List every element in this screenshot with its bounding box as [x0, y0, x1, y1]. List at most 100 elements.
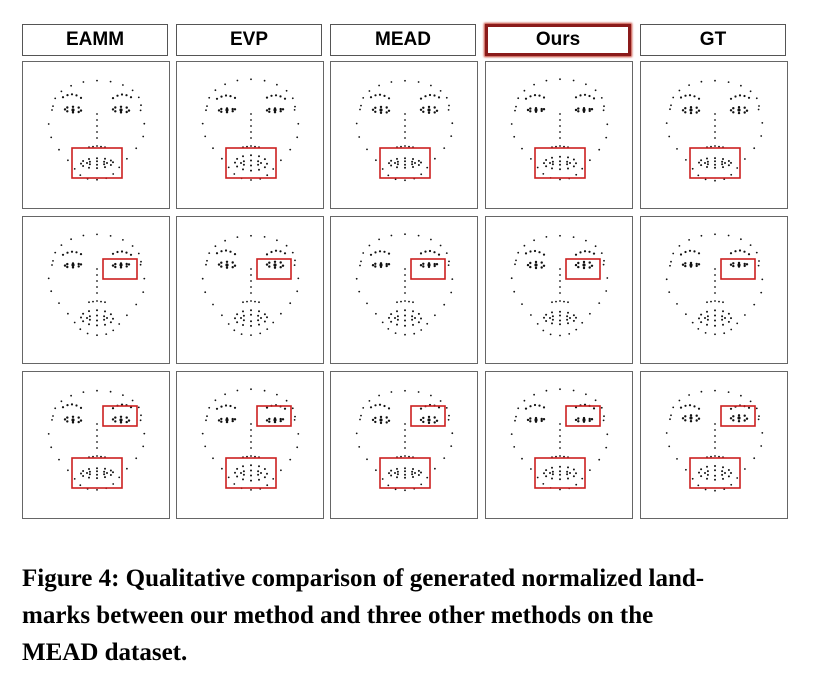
nose-landmark: [710, 300, 712, 303]
forehead-landmark: [378, 394, 380, 397]
eye-landmark: [577, 261, 580, 265]
jaw-landmark: [51, 419, 53, 421]
jaw-landmark: [135, 303, 138, 306]
mouth-landmark: [417, 159, 420, 162]
eyebrow-landmark: [66, 251, 69, 254]
jaw-landmark: [450, 445, 453, 447]
jaw-landmark: [135, 457, 138, 460]
jaw-landmark: [434, 314, 436, 317]
mouth-landmark: [263, 468, 266, 470]
mouth-landmark: [700, 475, 703, 478]
eye-landmark: [268, 417, 271, 421]
forehead-landmark: [109, 390, 112, 393]
forehead-landmark: [559, 388, 561, 391]
nose-landmark: [404, 131, 406, 133]
mouth-landmark: [727, 164, 730, 167]
eye-landmark: [379, 111, 383, 114]
jaw-landmark: [736, 322, 739, 325]
forehead-landmark: [439, 90, 442, 92]
eye-landmark: [577, 107, 580, 110]
eye-landmark: [220, 265, 223, 268]
forehead-landmark: [122, 239, 124, 241]
jaw-landmark: [293, 419, 296, 421]
forehead-landmark: [749, 90, 752, 93]
nose-landmark: [710, 145, 712, 148]
eye-landmark: [689, 420, 693, 423]
mouth-landmark: [242, 155, 244, 158]
mouth-landmark: [411, 318, 414, 321]
eye-landmark: [119, 421, 123, 424]
mouth-landmark: [721, 315, 724, 318]
eye-landmark: [79, 419, 83, 422]
nose-landmark: [96, 300, 98, 302]
mouth-landmark: [109, 164, 112, 166]
jaw-landmark: [676, 303, 678, 305]
jaw-landmark: [289, 148, 292, 151]
jaw-landmark: [530, 314, 532, 316]
eyebrow-landmark: [111, 252, 115, 255]
nose-landmark: [559, 131, 561, 133]
jaw-landmark: [676, 458, 678, 460]
eye-landmark: [111, 264, 115, 267]
mouth-landmark: [714, 324, 716, 327]
jaw-landmark: [760, 445, 763, 447]
nose-landmark: [100, 300, 102, 303]
forehead-landmark: [263, 236, 266, 238]
jaw-landmark: [450, 291, 453, 294]
eye-landmark: [684, 262, 687, 265]
mouth-landmark: [266, 316, 268, 319]
mouth-landmark: [706, 157, 708, 160]
mouth-landmark: [714, 469, 716, 472]
eye-landmark: [689, 108, 693, 112]
eye-landmark: [77, 420, 80, 424]
eyebrow-landmark: [688, 249, 692, 252]
mouth-landmark: [559, 319, 561, 322]
eyebrow-landmark: [283, 252, 287, 255]
mouth-landmark: [266, 472, 268, 475]
nose-landmark: [714, 292, 716, 294]
eye-landmark: [435, 419, 439, 422]
eye-landmark: [534, 418, 538, 422]
nose-landmark: [404, 137, 406, 139]
jaw-landmark: [79, 484, 82, 487]
mouth-landmark: [714, 474, 716, 477]
jaw-landmark: [381, 478, 384, 480]
nose-landmark: [250, 447, 252, 449]
nose-landmark: [100, 455, 102, 458]
mouth-landmark: [96, 470, 98, 473]
jaw-landmark: [753, 457, 756, 460]
eye-landmark: [577, 110, 580, 113]
jaw-landmark: [757, 418, 760, 421]
mouth-landmark: [721, 318, 724, 321]
eyebrow-landmark: [697, 407, 701, 410]
eyebrow-landmark: [369, 406, 373, 409]
eye-landmark: [66, 420, 69, 423]
jaw-landmark: [589, 159, 591, 162]
jaw-landmark: [366, 148, 368, 151]
eye-landmark: [125, 262, 128, 266]
forehead-landmark: [439, 244, 442, 247]
mouth-landmark: [112, 471, 114, 474]
mouth-landmark: [258, 310, 260, 313]
eye-landmark: [540, 261, 543, 264]
jaw-landmark: [685, 313, 687, 316]
mouth-landmark: [559, 310, 561, 313]
nose-landmark: [100, 145, 102, 148]
face-landmarks: [355, 389, 454, 492]
eye-highlight-box: [410, 405, 446, 427]
eyebrow-landmark: [428, 249, 432, 253]
forehead-landmark: [236, 389, 239, 392]
eye-landmark: [125, 106, 128, 109]
forehead-landmark: [109, 235, 112, 237]
nose-landmark: [404, 145, 406, 147]
eye-landmark: [379, 105, 383, 109]
jaw-landmark: [296, 290, 299, 293]
eyebrow-landmark: [274, 249, 278, 252]
nose-landmark: [555, 300, 557, 303]
nose-landmark: [250, 429, 252, 431]
eye-landmark: [279, 107, 282, 111]
jaw-landmark: [139, 419, 142, 422]
nose-landmark: [714, 423, 716, 425]
mouth-landmark: [250, 464, 252, 467]
forehead-landmark: [417, 81, 420, 83]
